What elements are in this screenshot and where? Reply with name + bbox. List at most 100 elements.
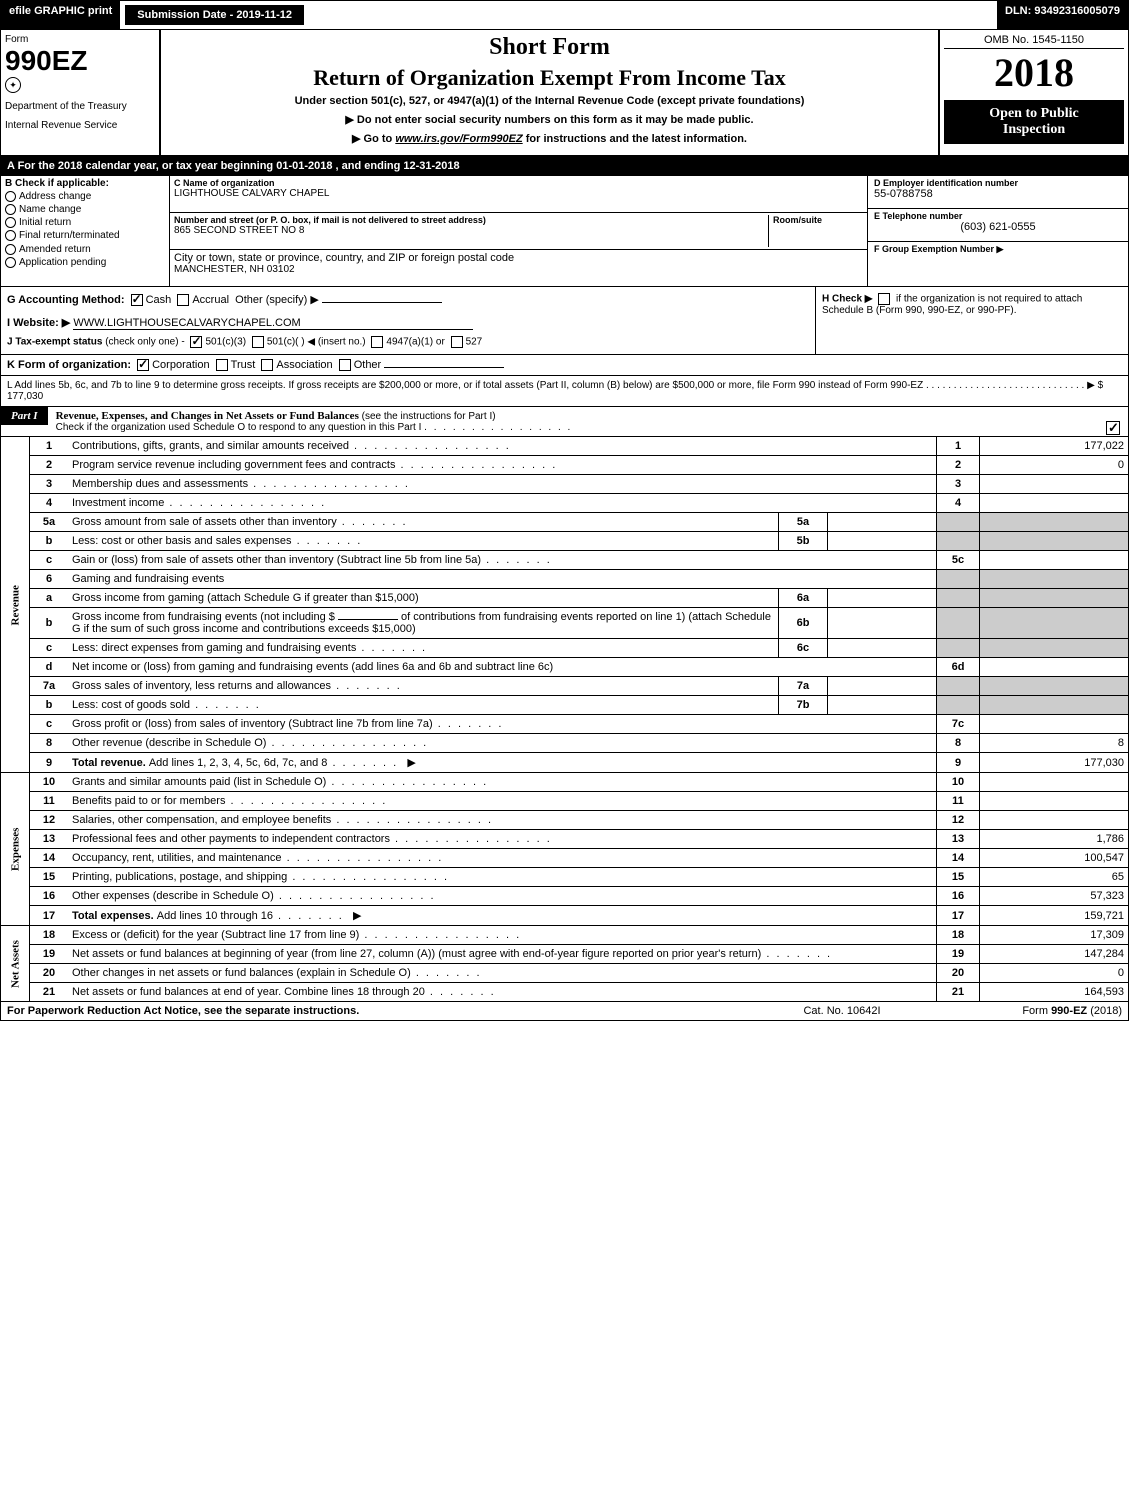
l6-vshade — [980, 570, 1129, 589]
l6d-num: d — [30, 658, 69, 677]
line-18: Net Assets 18 Excess or (deficit) for th… — [1, 926, 1129, 945]
chk-527[interactable] — [451, 336, 463, 348]
lbl-corp: Corporation — [152, 359, 209, 371]
chk-other-org[interactable] — [339, 359, 351, 371]
l6b-blank[interactable] — [338, 619, 398, 620]
l7b-mnum: 7b — [779, 696, 828, 715]
period-mid: , and ending — [332, 160, 403, 172]
other-org-input[interactable] — [384, 367, 504, 368]
l5c-num: c — [30, 551, 69, 570]
i-website-val: WWW.LIGHTHOUSECALVARYCHAPEL.COM — [73, 317, 473, 330]
chk-h[interactable] — [878, 293, 890, 305]
line-6: 6 Gaming and fundraising events — [1, 570, 1129, 589]
chk-trust[interactable] — [216, 359, 228, 371]
l9-d2: Add lines 1, 2, 3, 4, 5c, 6d, 7c, and 8 — [149, 757, 398, 769]
l1-rnum: 1 — [937, 437, 980, 456]
line-19: 19 Net assets or fund balances at beginn… — [1, 945, 1129, 964]
irs-link[interactable]: www.irs.gov/Form990EZ — [395, 133, 522, 145]
l6c-mnum: 6c — [779, 639, 828, 658]
l17-val: 159,721 — [980, 906, 1129, 926]
lbl-527: 527 — [466, 337, 483, 348]
g-accounting: G Accounting Method: Cash Accrual Other … — [7, 293, 809, 306]
chk-name-change[interactable] — [5, 204, 16, 215]
header-center: Short Form Return of Organization Exempt… — [161, 30, 940, 155]
period-begin: 01-01-2018 — [276, 160, 332, 172]
l21-val: 164,593 — [980, 983, 1129, 1002]
l20-num: 20 — [30, 964, 69, 983]
col-g: G Accounting Method: Cash Accrual Other … — [1, 287, 815, 354]
chk-amended[interactable] — [5, 244, 16, 255]
l9-num: 9 — [30, 753, 69, 773]
chk-501c[interactable] — [252, 336, 264, 348]
l6a-desc: Gross income from gaming (attach Schedul… — [68, 589, 779, 608]
chk-cash[interactable] — [131, 294, 143, 306]
l6c-rshade — [937, 639, 980, 658]
c-name-val: LIGHTHOUSE CALVARY CHAPEL — [174, 188, 863, 199]
l6-num: 6 — [30, 570, 69, 589]
chk-pending[interactable] — [5, 257, 16, 268]
d-tel-lbl: E Telephone number — [874, 211, 1122, 221]
l5b-rshade — [937, 532, 980, 551]
line-7b: b Less: cost of goods sold 7b — [1, 696, 1129, 715]
l11-num: 11 — [30, 792, 69, 811]
l5b-mnum: 5b — [779, 532, 828, 551]
d-ein-lbl: D Employer identification number — [874, 178, 1122, 188]
l6a-num: a — [30, 589, 69, 608]
lbl-4947: 4947(a)(1) or — [386, 337, 444, 348]
l11-rnum: 11 — [937, 792, 980, 811]
c-city-block: City or town, state or province, country… — [170, 250, 867, 286]
lbl-pending: Application pending — [19, 257, 106, 268]
under-section: Under section 501(c), 527, or 4947(a)(1)… — [169, 95, 930, 107]
l6d-desc: Net income or (loss) from gaming and fun… — [68, 658, 937, 677]
line-3: 3 Membership dues and assessments 3 — [1, 475, 1129, 494]
line-5c: c Gain or (loss) from sale of assets oth… — [1, 551, 1129, 570]
c-city-lbl: City or town, state or province, country… — [174, 252, 863, 264]
col-c-org: C Name of organization LIGHTHOUSE CALVAR… — [170, 176, 868, 286]
part1-checkbox[interactable] — [1106, 421, 1120, 435]
part1-check-text: Check if the organization used Schedule … — [56, 422, 422, 433]
lbl-other-acct: Other (specify) ▶ — [235, 294, 319, 306]
l16-desc: Other expenses (describe in Schedule O) — [68, 887, 937, 906]
l7a-num: 7a — [30, 677, 69, 696]
c-addr-val: 865 SECOND STREET NO 8 — [174, 225, 768, 236]
part1-header: Part I Revenue, Expenses, and Changes in… — [0, 407, 1129, 437]
l4-rnum: 4 — [937, 494, 980, 513]
l1-desc: Contributions, gifts, grants, and simila… — [68, 437, 937, 456]
l16-val: 57,323 — [980, 887, 1129, 906]
chk-initial-return[interactable] — [5, 217, 16, 228]
l7b-num: b — [30, 696, 69, 715]
l4-num: 4 — [30, 494, 69, 513]
j-tax-status: J Tax-exempt status (check only one) - 5… — [7, 336, 809, 348]
efile-print-button[interactable]: efile GRAPHIC print — [1, 1, 121, 29]
j-note: (check only one) - — [105, 337, 184, 348]
l8-num: 8 — [30, 734, 69, 753]
chk-assoc[interactable] — [261, 359, 273, 371]
chk-501c3[interactable] — [190, 336, 202, 348]
l5a-num: 5a — [30, 513, 69, 532]
l8-val: 8 — [980, 734, 1129, 753]
l7a-rshade — [937, 677, 980, 696]
line-10: Expenses 10 Grants and similar amounts p… — [1, 773, 1129, 792]
period-pre: A For the 2018 calendar year, or tax yea… — [7, 160, 276, 172]
chk-final-return[interactable] — [5, 230, 16, 241]
footer-left: For Paperwork Reduction Act Notice, see … — [7, 1005, 742, 1017]
line-4: 4 Investment income 4 — [1, 494, 1129, 513]
other-acct-input[interactable] — [322, 302, 442, 303]
line-16: 16 Other expenses (describe in Schedule … — [1, 887, 1129, 906]
l17-num: 17 — [30, 906, 69, 926]
chk-4947[interactable] — [371, 336, 383, 348]
chk-corp[interactable] — [137, 359, 149, 371]
footer-right-form: 990-EZ — [1051, 1005, 1087, 1017]
header-left: Form 990EZ ✦ Department of the Treasury … — [1, 30, 161, 155]
period-end: 12-31-2018 — [403, 160, 459, 172]
footer-row: For Paperwork Reduction Act Notice, see … — [0, 1002, 1129, 1021]
chk-address-change[interactable] — [5, 191, 16, 202]
dept-treasury: Department of the Treasury — [5, 101, 155, 112]
lbl-name-change: Name change — [19, 204, 81, 215]
chk-accrual[interactable] — [177, 294, 189, 306]
goto-pre: ▶ Go to — [352, 133, 395, 145]
l12-desc: Salaries, other compensation, and employ… — [68, 811, 937, 830]
goto-line: ▶ Go to www.irs.gov/Form990EZ for instru… — [169, 132, 930, 145]
footer-right-post: (2018) — [1087, 1005, 1122, 1017]
l17-d1: Total expenses. — [72, 910, 157, 922]
